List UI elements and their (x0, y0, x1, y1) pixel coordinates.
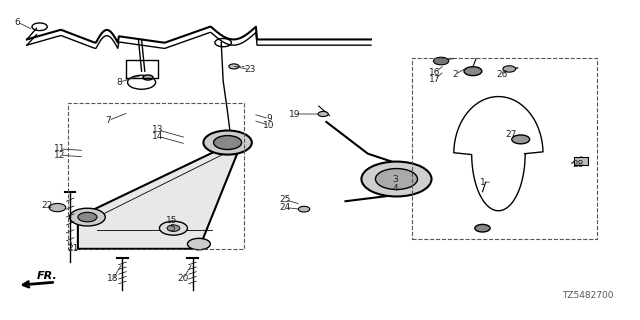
Circle shape (204, 131, 252, 155)
Text: 17: 17 (429, 75, 440, 84)
Text: 15: 15 (166, 216, 178, 225)
Text: 3: 3 (392, 174, 398, 184)
Text: 2: 2 (452, 70, 458, 79)
Circle shape (159, 221, 188, 235)
Circle shape (376, 169, 417, 189)
Circle shape (78, 212, 97, 222)
Text: 18: 18 (107, 275, 118, 284)
Circle shape (167, 225, 180, 231)
Text: 12: 12 (54, 151, 66, 160)
Circle shape (298, 206, 310, 212)
Circle shape (70, 208, 105, 226)
Circle shape (318, 111, 328, 116)
Circle shape (362, 162, 431, 196)
Text: 21: 21 (67, 244, 79, 253)
Circle shape (503, 66, 516, 72)
Text: 6: 6 (15, 18, 20, 27)
Circle shape (229, 64, 239, 69)
Text: 25: 25 (279, 195, 291, 204)
Circle shape (512, 135, 530, 144)
Circle shape (475, 224, 490, 232)
FancyBboxPatch shape (573, 157, 588, 165)
Text: 27: 27 (506, 130, 517, 139)
Circle shape (188, 238, 211, 250)
Text: 16: 16 (429, 68, 440, 77)
Text: 8: 8 (116, 78, 122, 87)
Circle shape (214, 136, 242, 149)
Text: 10: 10 (263, 121, 275, 130)
Text: 7: 7 (106, 116, 111, 125)
Text: TZ5482700: TZ5482700 (562, 291, 614, 300)
Text: 11: 11 (54, 144, 66, 153)
Circle shape (143, 75, 153, 80)
Text: FR.: FR. (36, 270, 57, 281)
Text: 4: 4 (392, 184, 398, 193)
Text: 26: 26 (496, 70, 508, 79)
Circle shape (464, 67, 482, 76)
Text: 1: 1 (479, 178, 485, 187)
Text: 20: 20 (177, 275, 189, 284)
Text: 14: 14 (152, 132, 163, 141)
Text: 19: 19 (289, 109, 300, 118)
Text: 24: 24 (279, 203, 291, 212)
Circle shape (49, 204, 66, 212)
Text: 9: 9 (266, 114, 272, 123)
Polygon shape (78, 138, 244, 249)
Circle shape (433, 57, 449, 65)
Text: 5: 5 (170, 224, 175, 233)
Text: 22: 22 (42, 202, 53, 211)
Text: 13: 13 (152, 125, 163, 134)
Text: 28: 28 (572, 160, 584, 169)
Text: 23: 23 (244, 65, 255, 74)
